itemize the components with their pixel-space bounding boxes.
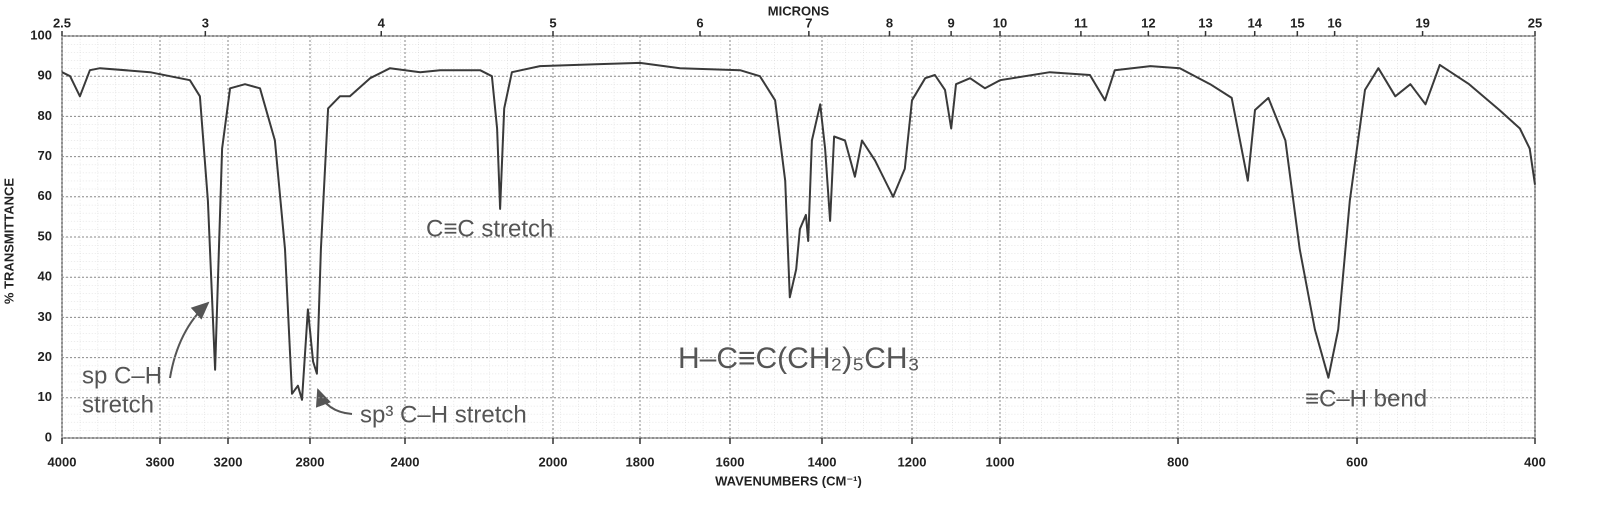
annotation: sp C–H xyxy=(82,362,162,389)
x2-tick-label: 15 xyxy=(1290,15,1304,30)
y-tick-label: 80 xyxy=(38,108,52,123)
y-tick-label: 20 xyxy=(38,349,52,364)
x-tick-label: 1000 xyxy=(986,454,1015,469)
x-tick-label: 3200 xyxy=(214,454,243,469)
annotation-arrow xyxy=(315,388,353,415)
x-tick-label: 400 xyxy=(1524,454,1546,469)
spectrum-line xyxy=(61,61,1536,401)
x2-tick-label: 6 xyxy=(696,15,703,30)
x-tick-label: 1200 xyxy=(898,454,927,469)
x-tick-label: 600 xyxy=(1346,454,1368,469)
y-tick-label: 0 xyxy=(45,429,52,444)
x-tick-label: 1800 xyxy=(626,454,655,469)
x2-tick-label: 3 xyxy=(202,15,209,30)
annotation: sp³ C–H stretch xyxy=(360,401,527,428)
y-tick-label: 10 xyxy=(38,389,52,404)
y-tick-label: 30 xyxy=(38,309,52,324)
annotation-arrow xyxy=(169,301,210,379)
x2-tick-label: 5 xyxy=(549,15,556,30)
x-tick-label: 2000 xyxy=(539,454,568,469)
x2-tick-label: 14 xyxy=(1247,15,1262,30)
annotation: ≡C–H bend xyxy=(1305,385,1427,412)
x-tick-label: 3600 xyxy=(146,454,175,469)
x2-tick-label: 7 xyxy=(805,15,812,30)
x2-tick-label: 2.5 xyxy=(53,15,71,30)
x2-tick-label: 13 xyxy=(1198,15,1212,30)
x2-axis-title: MICRONS xyxy=(768,3,830,18)
x-tick-label: 2400 xyxy=(391,454,420,469)
x2-tick-label: 4 xyxy=(378,15,386,30)
y-tick-label: 90 xyxy=(38,68,52,83)
x2-tick-label: 10 xyxy=(993,15,1007,30)
x-axis-title: WAVENUMBERS (CM⁻¹) xyxy=(715,473,862,488)
y-tick-label: 60 xyxy=(38,188,52,203)
x-tick-label: 2800 xyxy=(296,454,325,469)
y-tick-label: 50 xyxy=(38,228,52,243)
x-tick-label: 1600 xyxy=(716,454,745,469)
x2-tick-label: 9 xyxy=(947,15,954,30)
x2-tick-label: 16 xyxy=(1327,15,1341,30)
annotation: C≡C stretch xyxy=(426,215,553,242)
annotation: stretch xyxy=(82,391,154,418)
y-tick-label: 70 xyxy=(38,148,52,163)
x-tick-label: 1400 xyxy=(808,454,837,469)
x2-tick-label: 12 xyxy=(1141,15,1155,30)
y-tick-label: 40 xyxy=(38,269,52,284)
x-tick-label: 4000 xyxy=(48,454,77,469)
x2-tick-label: 25 xyxy=(1528,15,1542,30)
y-tick-label: 100 xyxy=(30,27,52,42)
x2-tick-label: 11 xyxy=(1074,15,1088,30)
molecule-formula: H–C≡C(CH₂)₅CH₃ xyxy=(678,342,920,375)
x2-tick-label: 19 xyxy=(1415,15,1429,30)
x-tick-label: 800 xyxy=(1167,454,1189,469)
x2-tick-label: 8 xyxy=(886,15,893,30)
y-axis-title: % TRANSMITTANCE xyxy=(1,178,16,304)
